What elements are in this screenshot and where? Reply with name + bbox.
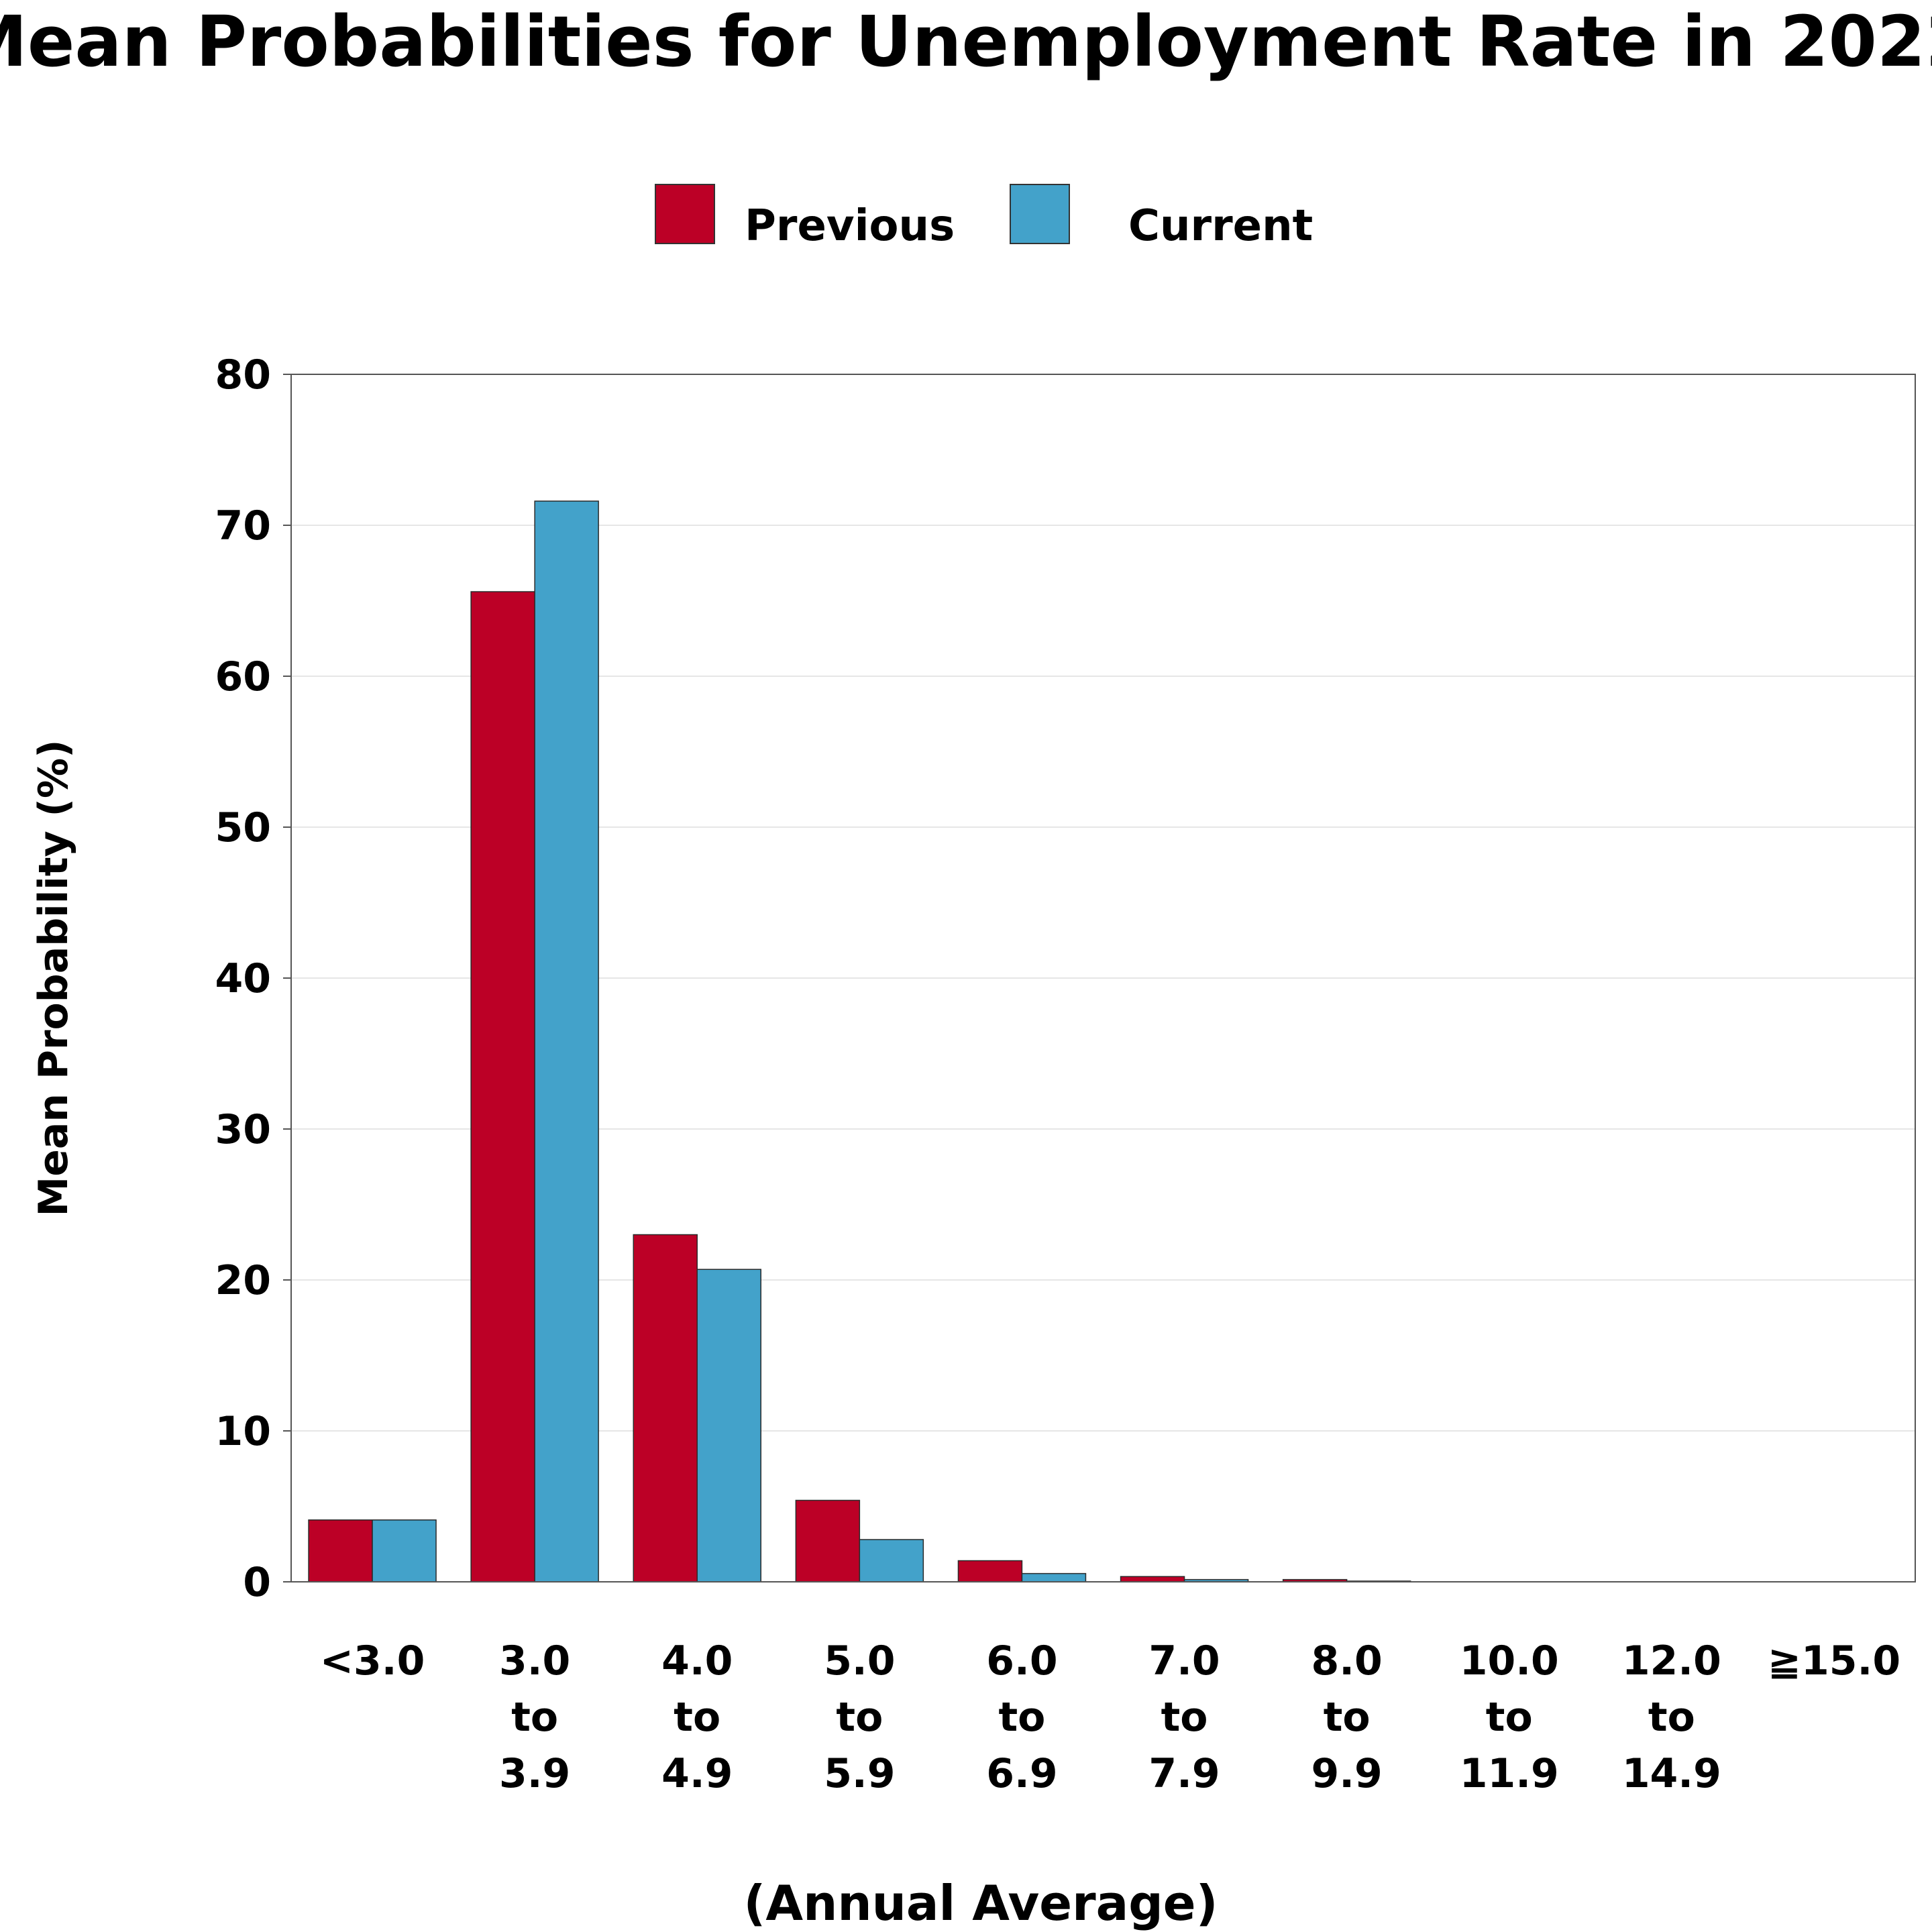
bar-previous — [795, 1499, 861, 1582]
y-tick-label: 80 — [215, 352, 272, 398]
x-tick-line: <3.0 — [320, 1638, 425, 1684]
x-axis-label: (Annual Average) — [743, 1875, 1218, 1931]
x-tick-line: to — [1161, 1694, 1208, 1741]
x-tick-line: 7.9 — [1148, 1750, 1220, 1797]
x-tick-line: 6.9 — [986, 1750, 1057, 1797]
bar-current — [696, 1269, 761, 1582]
x-tick-label: 5.0 to 5.9 — [824, 1638, 895, 1797]
x-tick-label: <3.0 — [320, 1638, 425, 1684]
x-tick-label: 7.0 to 7.9 — [1148, 1638, 1220, 1797]
x-tick-label: 4.0 to 4.9 — [661, 1638, 733, 1797]
x-tick-line: 5.0 — [824, 1638, 895, 1684]
x-tick-line: 14.9 — [1622, 1750, 1721, 1797]
x-tick-line: 4.9 — [661, 1750, 733, 1797]
x-tick-line: 3.9 — [499, 1750, 570, 1797]
legend-label-current: Current — [1128, 201, 1313, 251]
x-tick-label: ≧15.0 — [1768, 1638, 1900, 1684]
bar-previous — [957, 1560, 1023, 1582]
x-tick-line: to — [674, 1694, 720, 1741]
x-tick-label: 3.0 to 3.9 — [499, 1638, 570, 1797]
legend-swatch-previous — [655, 184, 715, 244]
y-axis-label: Mean Probability (%) — [30, 739, 77, 1216]
legend: Previous Current — [655, 184, 1313, 251]
x-tick-line: 10.0 — [1460, 1638, 1559, 1684]
y-tick-label: 10 — [215, 1408, 272, 1455]
x-tick-line: 6.0 — [986, 1638, 1057, 1684]
chart-title: Mean Probabilities for Unemployment Rate… — [0, 1, 1932, 83]
x-tick-line: to — [836, 1694, 883, 1741]
bar-current — [1021, 1572, 1087, 1582]
y-tick-label: 40 — [215, 955, 272, 1002]
bar-previous — [308, 1519, 373, 1582]
bar-previous — [1120, 1576, 1185, 1582]
y-tick-label: 50 — [215, 804, 272, 851]
x-tick-line: ≧15.0 — [1768, 1638, 1900, 1684]
y-tick-label: 20 — [215, 1257, 272, 1304]
bar-current — [859, 1539, 924, 1582]
x-tick-line: 11.9 — [1460, 1750, 1559, 1797]
x-tick-line: to — [1486, 1694, 1533, 1741]
x-tick-line: to — [998, 1694, 1045, 1741]
x-tick-label: 8.0 to 9.9 — [1311, 1638, 1383, 1797]
x-tick-label: 12.0 to 14.9 — [1622, 1638, 1721, 1797]
x-tick-line: to — [511, 1694, 558, 1741]
x-tick-line: to — [1324, 1694, 1371, 1741]
x-tick-line: 4.0 — [661, 1638, 733, 1684]
x-tick-line: 5.9 — [824, 1750, 895, 1797]
bar-current — [372, 1519, 437, 1582]
y-tick-label: 0 — [243, 1559, 271, 1606]
x-tick-line: to — [1648, 1694, 1695, 1741]
bar-previous — [633, 1234, 698, 1582]
bar-current — [534, 500, 599, 1582]
y-tick-label: 60 — [215, 653, 272, 700]
x-axis-ticks: <3.0 3.0 to 3.9 4.0 to 4.9 5.0 to 5.9 6.0 to 6.9 7.0 t… — [320, 1638, 1900, 1797]
x-tick-line: 8.0 — [1311, 1638, 1383, 1684]
y-axis-ticks: 0 10 20 30 40 50 60 70 80 — [215, 352, 291, 1606]
bars — [308, 500, 1411, 1582]
y-tick-label: 70 — [215, 502, 272, 549]
x-tick-label: 6.0 to 6.9 — [986, 1638, 1057, 1797]
y-tick-label: 30 — [215, 1106, 272, 1153]
bar-previous — [470, 591, 535, 1582]
x-tick-line: 7.0 — [1148, 1638, 1220, 1684]
x-tick-label: 10.0 to 11.9 — [1460, 1638, 1559, 1797]
x-tick-line: 9.9 — [1311, 1750, 1383, 1797]
x-tick-line: 12.0 — [1622, 1638, 1721, 1684]
x-tick-line: 3.0 — [499, 1638, 570, 1684]
legend-label-previous: Previous — [745, 201, 955, 251]
legend-swatch-current — [1010, 184, 1070, 244]
